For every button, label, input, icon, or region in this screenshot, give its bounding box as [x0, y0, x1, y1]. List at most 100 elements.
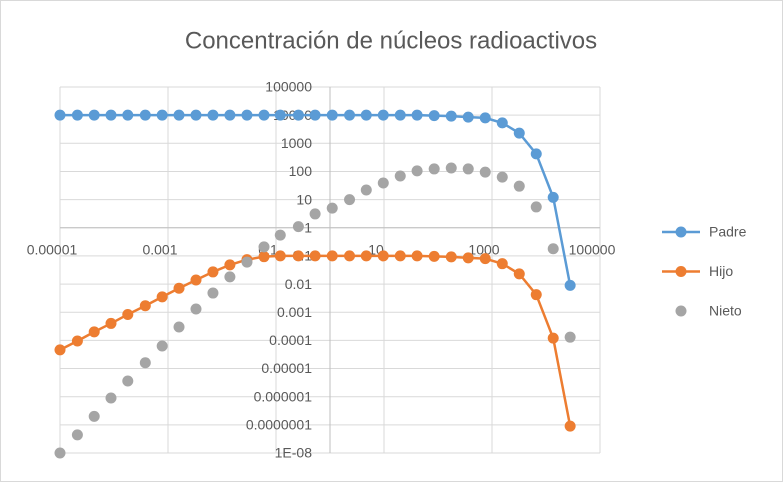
legend-marker	[675, 305, 687, 317]
data-point	[564, 279, 576, 291]
data-point	[88, 410, 100, 422]
data-point	[258, 241, 270, 253]
data-point	[190, 109, 202, 121]
data-point	[394, 250, 406, 262]
data-point	[411, 250, 423, 262]
data-point	[292, 109, 304, 121]
data-point	[377, 109, 389, 121]
data-point	[105, 392, 117, 404]
data-point	[547, 332, 559, 344]
data-point	[513, 180, 525, 192]
data-point	[224, 259, 236, 271]
data-point	[462, 163, 474, 175]
data-point	[360, 250, 372, 262]
y-tick-label: 0.0001	[269, 332, 312, 348]
data-point	[496, 171, 508, 183]
data-point	[496, 117, 508, 129]
data-point	[564, 420, 576, 432]
data-point	[71, 429, 83, 441]
data-point	[360, 109, 372, 121]
data-point	[173, 109, 185, 121]
data-point	[428, 250, 440, 262]
x-tick-label: 0.001	[142, 241, 177, 257]
data-point	[173, 282, 185, 294]
data-point	[344, 109, 356, 121]
data-point	[479, 253, 491, 265]
data-point	[309, 109, 321, 121]
y-tick-label: 0.000001	[254, 388, 313, 404]
data-point	[207, 287, 219, 299]
data-point	[394, 109, 406, 121]
data-point	[224, 109, 236, 121]
data-point	[344, 250, 356, 262]
data-point	[139, 357, 151, 369]
data-point	[326, 250, 338, 262]
y-tick-label: 0.00001	[261, 360, 312, 376]
data-point	[156, 291, 168, 303]
y-tick-label: 0.01	[285, 276, 312, 292]
data-point	[530, 201, 542, 213]
data-point	[54, 109, 66, 121]
data-point	[513, 268, 525, 280]
data-point	[292, 250, 304, 262]
data-point	[309, 250, 321, 262]
data-point	[122, 375, 134, 387]
x-tick-label: 100000	[569, 241, 616, 257]
y-tick-label: 10	[296, 191, 312, 207]
data-point	[122, 309, 134, 321]
chart-title: Concentración de núcleos radioactivos	[185, 27, 597, 54]
data-point	[71, 335, 83, 347]
data-point	[428, 163, 440, 175]
y-tick-label: 0.001	[277, 304, 312, 320]
data-point	[274, 250, 286, 262]
data-point	[105, 317, 117, 329]
y-tick-label: 100	[289, 163, 313, 179]
data-point	[530, 289, 542, 301]
data-point	[88, 109, 100, 121]
data-point	[190, 274, 202, 286]
data-point	[274, 109, 286, 121]
legend-label: Hijo	[709, 263, 733, 279]
data-point	[139, 109, 151, 121]
x-tick-label: 0.00001	[27, 241, 78, 257]
y-tick-label: 0.0000001	[246, 417, 312, 433]
data-point	[258, 251, 270, 263]
data-point	[326, 109, 338, 121]
legend-marker	[675, 266, 687, 277]
data-point	[292, 221, 304, 233]
y-tick-label: 1E-08	[275, 445, 313, 461]
data-point	[241, 256, 253, 268]
data-point	[156, 109, 168, 121]
data-point	[530, 148, 542, 160]
y-tick-label: 1000	[281, 135, 312, 151]
data-point	[326, 202, 338, 214]
data-point	[207, 109, 219, 121]
data-point	[344, 194, 356, 206]
data-point	[54, 447, 66, 459]
data-point	[564, 331, 576, 343]
data-point	[122, 109, 134, 121]
data-point	[377, 177, 389, 189]
data-point	[173, 321, 185, 333]
data-point	[479, 166, 491, 178]
data-point	[207, 266, 219, 278]
data-point	[445, 110, 457, 122]
data-point	[462, 111, 474, 123]
data-point	[190, 303, 202, 315]
x-tick-label: 1000	[468, 241, 499, 257]
data-point	[139, 300, 151, 312]
data-point	[241, 109, 253, 121]
data-point	[71, 109, 83, 121]
data-point	[479, 112, 491, 124]
data-point	[462, 252, 474, 264]
data-point	[445, 251, 457, 263]
data-point	[274, 229, 286, 241]
y-tick-label: 100000	[265, 79, 312, 95]
data-point	[411, 165, 423, 177]
data-point	[156, 340, 168, 352]
data-point	[224, 271, 236, 283]
legend-marker	[675, 226, 687, 238]
data-point	[411, 109, 423, 121]
